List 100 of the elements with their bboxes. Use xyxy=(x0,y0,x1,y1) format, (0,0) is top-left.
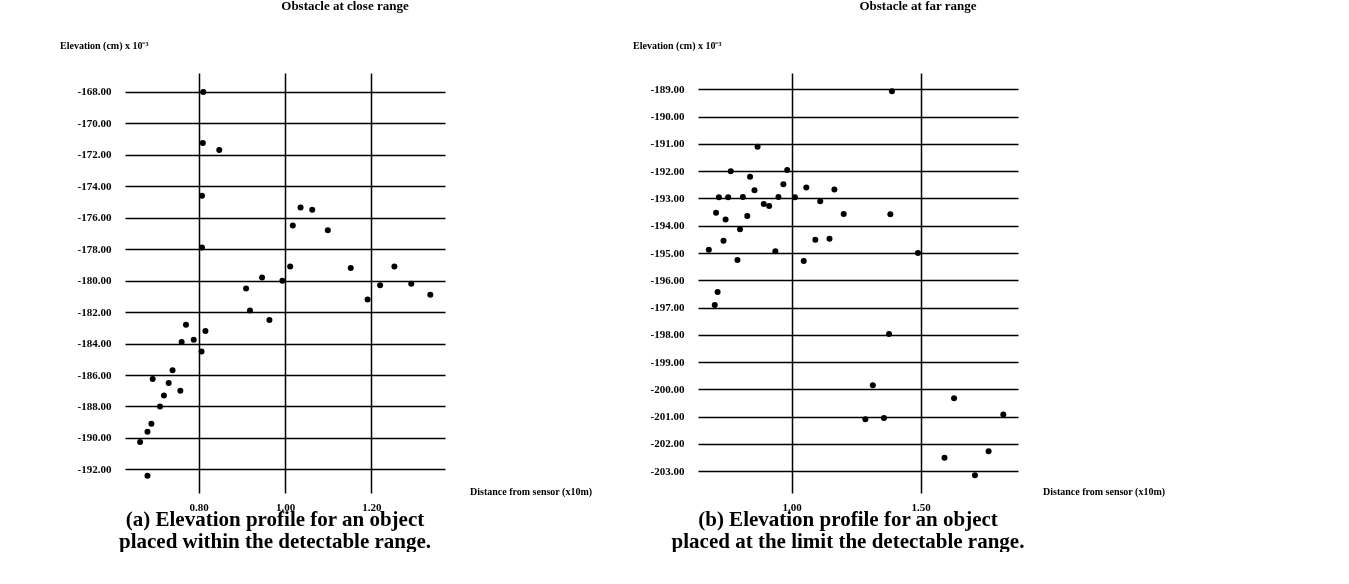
y-tick-label: -195.00 xyxy=(650,246,685,259)
y-tick-label: -194.00 xyxy=(650,219,685,232)
x-tick-label: 1.00 xyxy=(782,500,803,513)
point xyxy=(377,282,384,289)
y-tick-label: -202.00 xyxy=(650,437,685,450)
y-tick-label: -193.00 xyxy=(650,191,685,204)
point xyxy=(297,204,304,211)
point xyxy=(722,216,729,223)
point xyxy=(747,173,754,180)
y-tick-label: -197.00 xyxy=(650,301,685,314)
x-tick-label: 1.50 xyxy=(911,500,932,513)
y-tick-label: -178.00 xyxy=(77,242,112,255)
point xyxy=(243,285,250,292)
point xyxy=(817,198,824,205)
x-axis-title: Distance from sensor (x10m) xyxy=(470,486,593,498)
point xyxy=(887,211,894,218)
point xyxy=(780,181,787,188)
point xyxy=(914,250,921,256)
point xyxy=(198,348,205,355)
point xyxy=(803,184,810,191)
y-tick-label: -190.00 xyxy=(650,110,685,123)
point xyxy=(190,336,197,343)
point xyxy=(737,226,744,233)
point xyxy=(720,237,727,244)
point xyxy=(784,167,791,174)
x-tick-label: 0.80 xyxy=(189,500,210,513)
point xyxy=(766,203,773,210)
point xyxy=(169,367,176,374)
point xyxy=(408,280,415,287)
y-tick-label: -203.00 xyxy=(650,464,685,477)
point xyxy=(772,248,779,255)
y-tick-label: -184.00 xyxy=(77,337,112,350)
y-tick-label: -176.00 xyxy=(77,211,112,224)
point xyxy=(714,289,721,295)
y-axis-title: Elevation (cm) x 10⁻³ xyxy=(633,40,722,52)
point xyxy=(200,88,207,95)
point xyxy=(324,227,331,234)
y-tick-label: -190.00 xyxy=(77,431,112,444)
y-tick-label: -199.00 xyxy=(650,355,685,368)
y-tick-label: -186.00 xyxy=(77,368,112,381)
y-tick-label: -192.00 xyxy=(77,462,112,475)
point xyxy=(705,246,712,253)
point xyxy=(279,277,286,284)
point xyxy=(148,420,155,427)
point xyxy=(760,200,767,207)
y-tick-label: -180.00 xyxy=(77,274,112,287)
chart-title: Obstacle at close range xyxy=(281,0,409,13)
point xyxy=(198,244,205,251)
point xyxy=(725,194,732,201)
point xyxy=(869,382,876,389)
point xyxy=(157,403,164,410)
point xyxy=(971,472,978,479)
point xyxy=(427,291,434,298)
y-axis-title: Elevation (cm) x 10⁻³ xyxy=(60,40,149,52)
point xyxy=(791,194,798,201)
point xyxy=(202,327,209,334)
point xyxy=(1000,411,1007,418)
point xyxy=(165,379,172,386)
point xyxy=(800,257,807,264)
point xyxy=(347,265,354,272)
point xyxy=(775,194,782,201)
chart-title: Obstacle at far range xyxy=(859,0,977,13)
point xyxy=(711,302,718,309)
point xyxy=(199,140,206,146)
point xyxy=(259,274,266,281)
point xyxy=(951,395,958,402)
y-tick-label: -200.00 xyxy=(650,382,685,395)
point xyxy=(309,206,316,213)
point xyxy=(715,194,722,201)
point xyxy=(727,168,734,175)
point xyxy=(391,263,398,270)
point xyxy=(862,416,869,423)
point xyxy=(287,263,294,270)
point xyxy=(149,375,156,382)
point xyxy=(826,235,833,242)
point xyxy=(364,296,371,303)
y-tick-label: -170.00 xyxy=(77,116,112,129)
point xyxy=(289,222,296,229)
y-tick-label: -192.00 xyxy=(650,164,685,177)
y-tick-label: -168.00 xyxy=(77,85,112,98)
point xyxy=(182,321,189,328)
point xyxy=(754,143,761,150)
y-tick-label: -182.00 xyxy=(77,305,112,318)
point xyxy=(888,88,895,95)
x-axis-title: Distance from sensor (x10m) xyxy=(1043,486,1166,498)
point xyxy=(886,331,893,337)
y-tick-label: -188.00 xyxy=(77,399,112,412)
point xyxy=(985,448,992,455)
point xyxy=(713,209,720,216)
point xyxy=(137,438,144,445)
y-tick-label: -172.00 xyxy=(77,148,112,161)
point xyxy=(144,428,151,435)
point xyxy=(144,472,151,479)
point xyxy=(739,194,746,201)
point xyxy=(160,392,167,399)
point xyxy=(246,307,253,314)
point xyxy=(880,415,887,421)
point xyxy=(751,187,758,194)
y-tick-label: -189.00 xyxy=(650,82,685,95)
y-tick-label: -198.00 xyxy=(650,328,685,341)
